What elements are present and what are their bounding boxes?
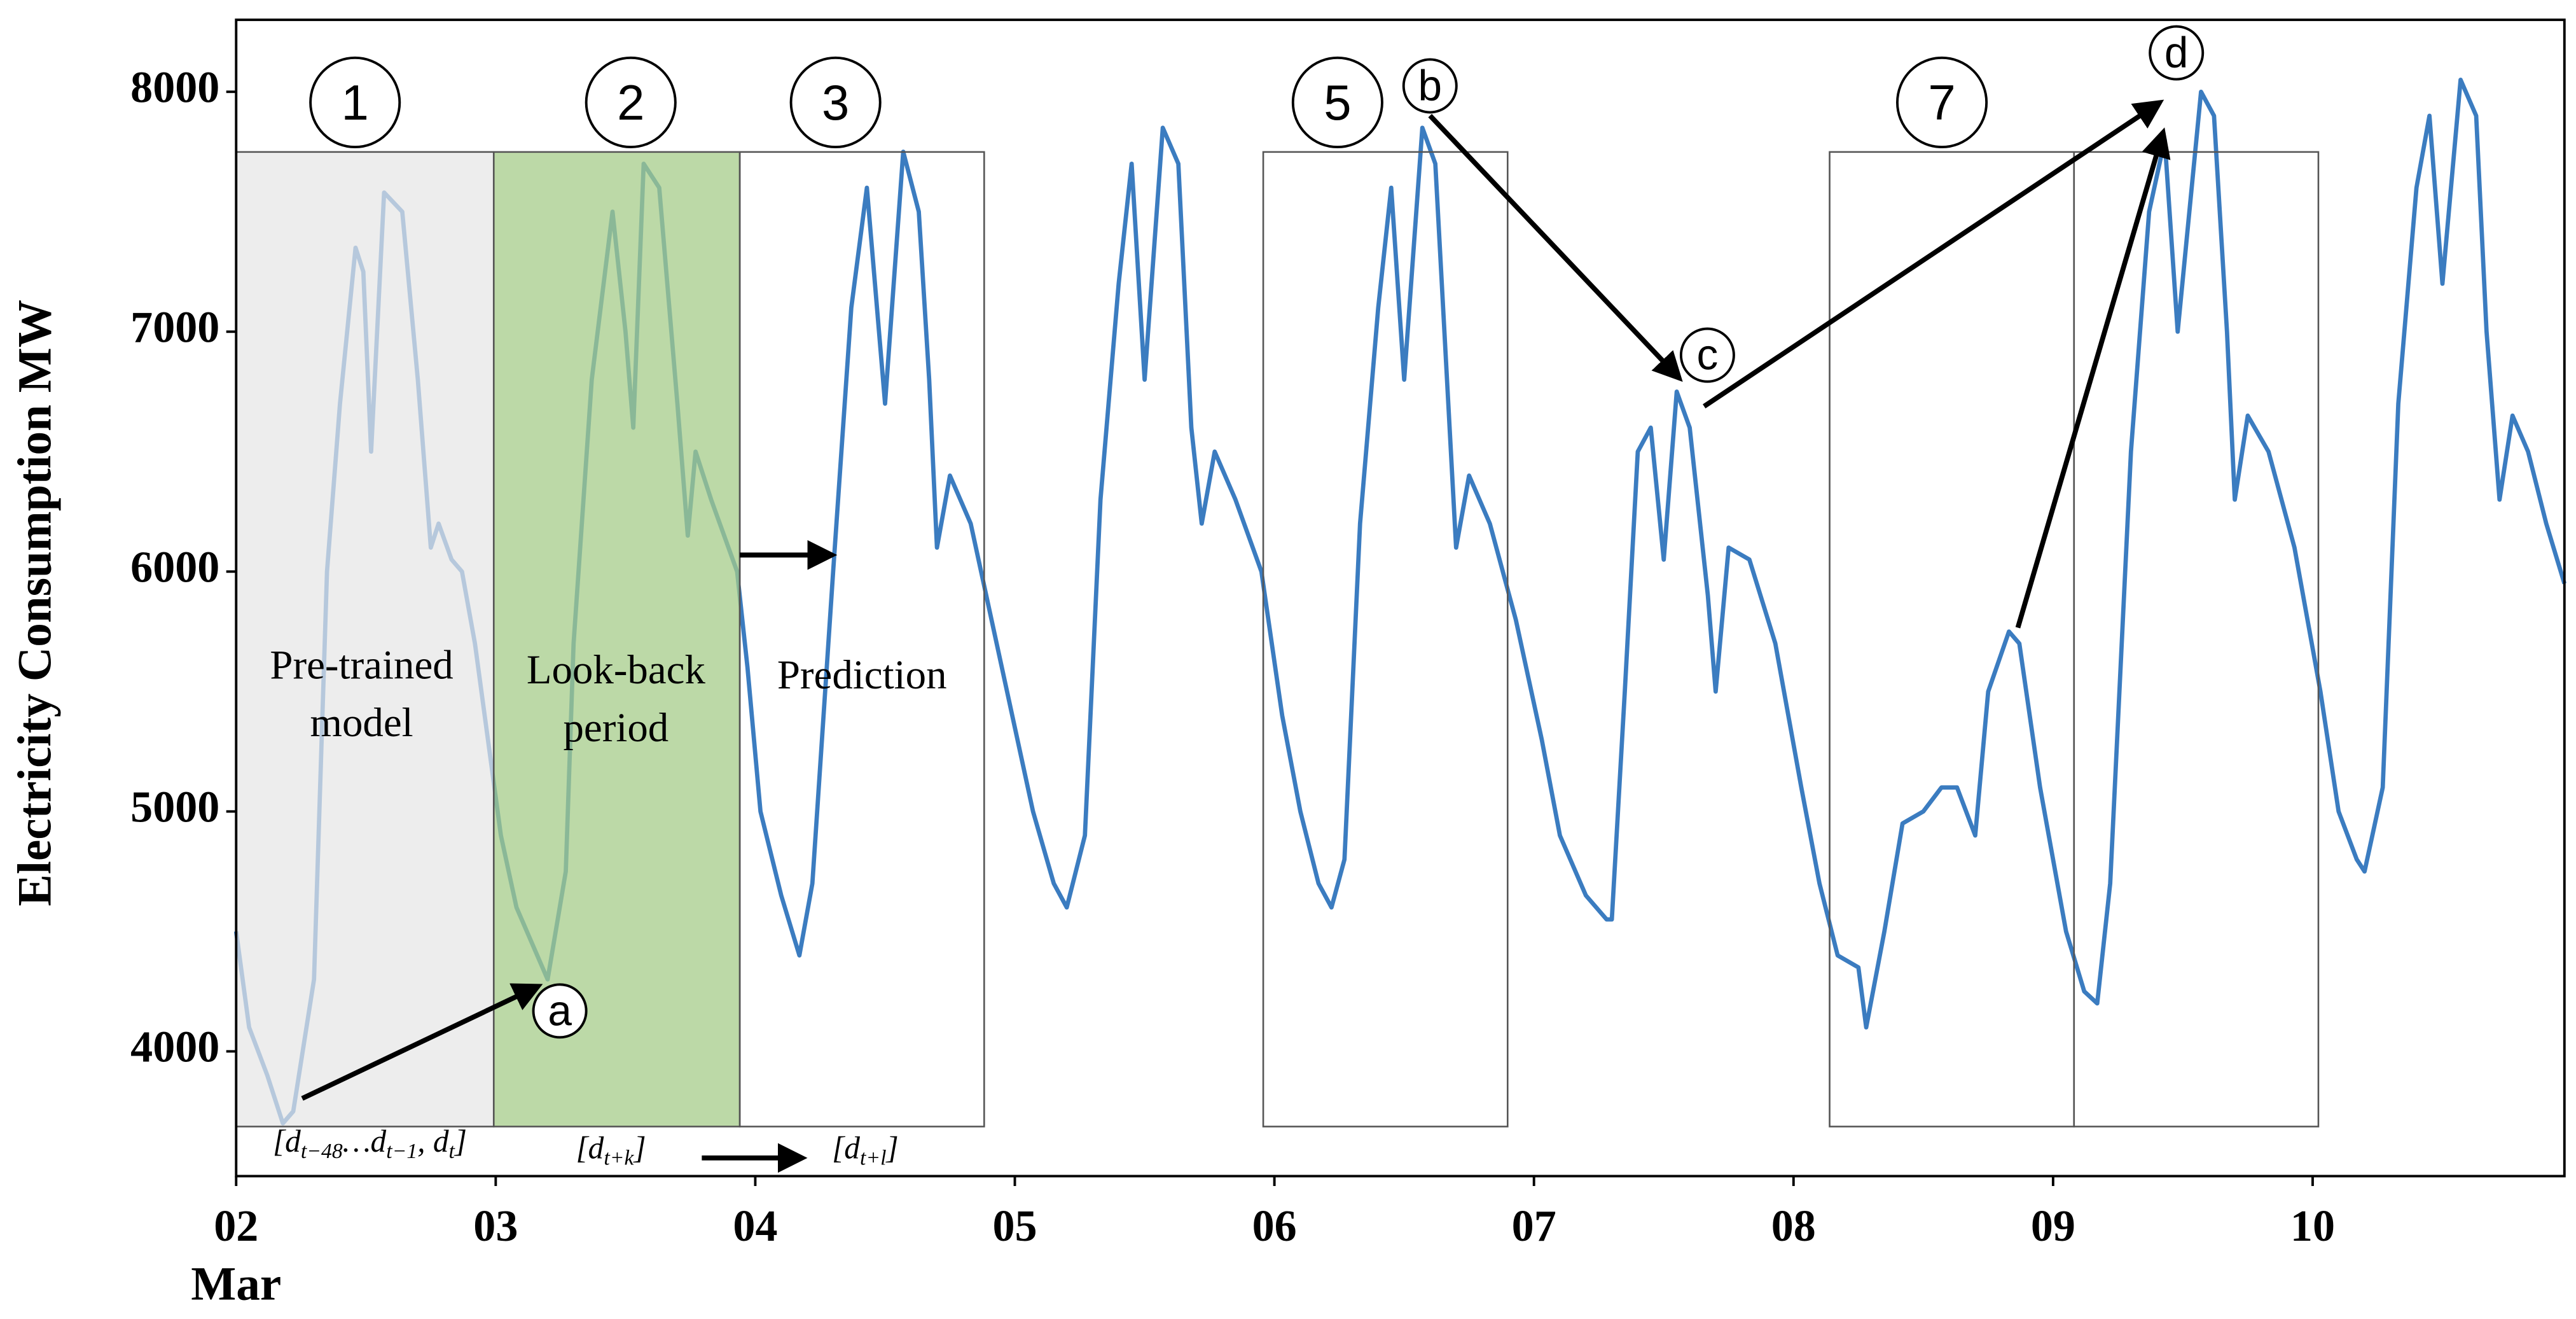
annotation: period [563,705,668,751]
circle-label: a [532,983,588,1039]
y-tick-label: 5000 [130,783,219,832]
axes-frame [235,18,2566,1178]
y-tick-label: 6000 [130,543,219,592]
circle-text: d [2164,29,2189,77]
annotation: Pre-trained [270,642,453,688]
x-tick-label: 03 [473,1202,518,1251]
circle-text: a [548,987,572,1035]
annotation: model [310,700,413,746]
arrow [1428,114,1683,382]
y-tick-label: 8000 [130,63,219,112]
x-tick-label: 09 [2031,1202,2075,1251]
annotation: Prediction [777,652,947,698]
prediction-window [738,151,985,1127]
circle-label: 2 [585,56,677,149]
x-tick-label: 10 [2290,1202,2335,1251]
circle-label: 5 [1291,56,1383,149]
circle-text: 7 [1928,74,1955,130]
x-axis-label: Mar [191,1257,281,1310]
circle-text: 2 [617,74,644,130]
y-tick-label: 4000 [130,1022,219,1071]
circle-text: c [1697,331,1719,379]
circle-label: 3 [789,56,882,149]
circle-text: 5 [1324,74,1351,130]
x-tick-label: 04 [733,1202,777,1251]
circle-label: 7 [1896,56,1988,149]
window-box [1262,151,1509,1127]
lookback-window [492,151,741,1127]
y-axis-label: Electricity Consumption MW [9,300,62,906]
annotation-math: [dt+l] [832,1131,899,1169]
y-tick-label: 7000 [130,303,219,352]
annotation-math: [dt−48…dt−1, dt] [273,1124,467,1162]
annotation: Look-back [527,647,706,693]
arrow [2015,127,2171,629]
pretrained-window [235,151,495,1127]
annotation-math: [dt+k] [576,1131,646,1169]
arrow [301,983,543,1101]
circle-label: d [2149,25,2205,81]
circle-text: 3 [822,74,849,130]
circle-label: 1 [309,56,401,149]
circle-text: b [1418,62,1442,109]
arrow [1703,99,2164,408]
circle-label: c [1679,327,1735,383]
x-tick-label: 05 [992,1202,1037,1251]
window-box [2073,151,2320,1127]
circle-text: 1 [342,74,369,130]
x-tick-label: 08 [1771,1202,1816,1251]
x-tick-label: 07 [1512,1202,1556,1251]
x-tick-label: 02 [214,1202,258,1251]
circle-label: b [1402,58,1458,114]
x-tick-label: 06 [1252,1202,1297,1251]
